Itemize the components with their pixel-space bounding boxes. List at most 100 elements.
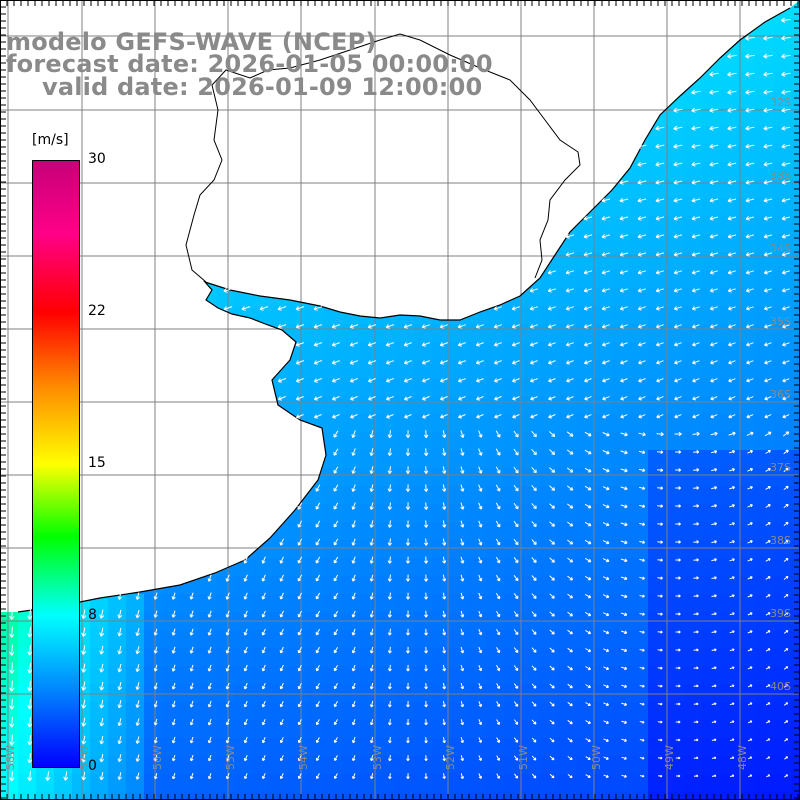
wind-speed-cell	[612, 450, 631, 469]
wind-speed-cell	[306, 378, 325, 397]
wind-speed-cell	[378, 414, 397, 433]
wind-arrow	[709, 215, 719, 221]
wind-speed-cell	[288, 360, 307, 379]
wind-arrow	[405, 502, 411, 510]
wind-speed-cell	[342, 504, 361, 523]
wind-speed-cell	[756, 252, 775, 271]
wind-speed-cell	[684, 144, 703, 163]
wind-arrow	[279, 610, 284, 618]
wind-arrow	[639, 630, 645, 634]
wind-speed-cell	[252, 774, 271, 793]
wind-arrow	[442, 556, 447, 564]
wind-speed-cell	[702, 162, 721, 181]
wind-arrow	[460, 466, 465, 474]
wind-arrow	[279, 556, 284, 564]
wind-speed-cell	[630, 360, 649, 379]
wind-speed-cell	[648, 756, 667, 775]
wind-speed-cell	[756, 594, 775, 613]
wind-arrow	[496, 610, 501, 618]
wind-speed-cell	[144, 774, 163, 793]
wind-arrow	[620, 396, 628, 401]
wind-speed-cell	[540, 702, 559, 721]
wind-speed-cell	[792, 360, 800, 379]
wind-arrow	[460, 610, 465, 618]
wind-arrow	[385, 396, 394, 401]
wind-arrow	[710, 378, 718, 383]
wind-arrow	[333, 701, 338, 708]
wind-arrow	[279, 628, 284, 636]
wind-speed-cell	[720, 720, 739, 739]
wind-speed-cell	[540, 306, 559, 325]
wind-arrow	[99, 771, 105, 781]
wind-arrow	[333, 556, 339, 564]
wind-arrow	[496, 755, 500, 761]
wind-arrow	[243, 773, 248, 780]
wind-speed-cell	[306, 756, 325, 775]
wind-speed-cell	[486, 468, 505, 487]
wind-arrow	[675, 684, 681, 688]
wind-arrow	[529, 306, 538, 311]
wind-speed-cell	[342, 342, 361, 361]
latitude-label: 35S	[770, 315, 791, 328]
wind-arrow	[657, 738, 663, 742]
wind-arrow	[207, 592, 212, 600]
wind-arrow	[745, 252, 754, 257]
wind-speed-cell	[648, 522, 667, 541]
colorbar-tick-label: 8	[88, 607, 97, 623]
wind-speed-cell	[396, 738, 415, 757]
wind-arrow	[637, 306, 646, 311]
wind-arrow	[603, 756, 609, 760]
wind-arrow	[620, 630, 628, 635]
wind-arrow	[693, 774, 699, 778]
wind-speed-cell	[324, 468, 343, 487]
wind-arrow	[602, 468, 610, 473]
wind-speed-cell	[756, 666, 775, 685]
wind-arrow	[781, 234, 791, 239]
wind-arrow	[766, 756, 771, 760]
wind-speed-cell	[450, 792, 469, 800]
wind-speed-cell	[774, 414, 793, 433]
wind-speed-cell	[342, 450, 361, 469]
wind-speed-cell	[324, 378, 343, 397]
wind-speed-cell	[720, 54, 739, 73]
wind-arrow	[369, 610, 374, 618]
wind-arrow	[460, 664, 465, 672]
wind-speed-cell	[288, 576, 307, 595]
wind-speed-cell	[756, 306, 775, 325]
wind-arrow	[279, 538, 284, 546]
wind-arrow	[495, 574, 501, 582]
wind-arrow	[369, 682, 374, 690]
wind-arrow	[549, 755, 555, 761]
wind-arrow	[223, 306, 233, 311]
wind-arrow	[783, 648, 789, 652]
wind-speed-cell	[378, 450, 397, 469]
wind-speed-cell	[486, 414, 505, 433]
wind-arrow	[765, 576, 771, 580]
wind-arrow	[99, 717, 105, 727]
wind-speed-cell	[342, 486, 361, 505]
wind-speed-cell	[450, 594, 469, 613]
wind-arrow	[458, 396, 466, 401]
wind-speed-cell	[450, 774, 469, 793]
wind-speed-cell	[738, 630, 757, 649]
wind-arrow	[675, 630, 681, 634]
wind-arrow	[496, 737, 500, 743]
wind-speed-cell	[594, 594, 613, 613]
wind-arrow	[243, 700, 248, 708]
wind-arrow	[531, 683, 537, 689]
wind-speed-cell	[774, 522, 793, 541]
wind-speed-cell	[756, 108, 775, 127]
wind-speed-cell	[216, 288, 235, 307]
wind-speed-cell	[666, 108, 685, 127]
wind-speed-cell	[666, 702, 685, 721]
wind-speed-cell	[684, 288, 703, 307]
wind-arrow	[530, 396, 538, 401]
wind-arrow	[207, 754, 212, 762]
wind-arrow	[602, 450, 610, 455]
wind-speed-cell	[630, 738, 649, 757]
wind-arrow	[567, 611, 573, 617]
wind-arrow	[657, 468, 664, 472]
wind-speed-cell	[558, 342, 577, 361]
wind-speed-cell	[522, 288, 541, 307]
wind-arrow	[439, 396, 448, 401]
